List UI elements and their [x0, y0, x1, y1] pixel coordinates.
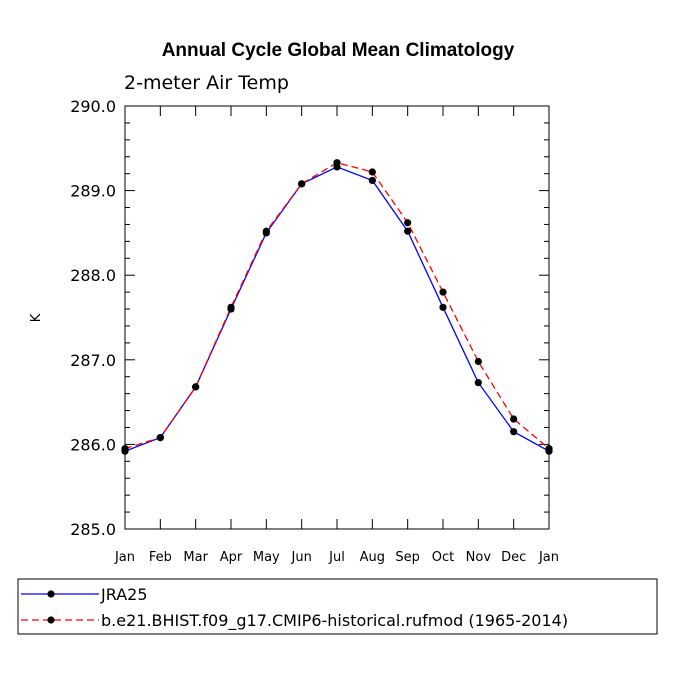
x-tick-label: Jun — [291, 550, 312, 565]
data-point-series-2 — [545, 445, 553, 453]
series-layer — [121, 159, 553, 455]
legend-items: JRA25 b.e21.BHIST.f09_g17.CMIP6-historica… — [21, 585, 568, 631]
y-tick-label: 289.0 — [70, 182, 116, 201]
legend-box — [17, 578, 658, 635]
data-point-series-2 — [227, 303, 235, 311]
chart-subtitle: 2-meter Air Temp — [124, 72, 289, 94]
data-point-series-1 — [510, 428, 518, 436]
y-tick-label: 287.0 — [70, 351, 116, 370]
x-tick-label: Sep — [395, 550, 420, 565]
data-point-series-2 — [510, 415, 518, 423]
legend-label-2: b.e21.BHIST.f09_g17.CMIP6-historical.ruf… — [101, 611, 568, 631]
data-point-series-2 — [121, 445, 129, 453]
data-point-series-2 — [298, 180, 306, 188]
x-tick-label: Jan — [538, 550, 559, 565]
x-tick-label: Dec — [501, 550, 526, 565]
x-tick-label: Apr — [220, 550, 243, 565]
x-tick-label: Jul — [328, 550, 345, 565]
x-tick-label: Aug — [360, 550, 385, 565]
x-tick-label: Jan — [114, 550, 135, 565]
data-point-series-2 — [439, 288, 447, 296]
legend-marker-2 — [47, 616, 55, 624]
x-tick-label: Feb — [149, 550, 172, 565]
legend-label-1: JRA25 — [100, 585, 148, 604]
data-point-series-1 — [368, 176, 376, 185]
y-ticks: 285.0 286.0 287.0 288.0 289.0 290.0 — [70, 97, 549, 539]
series-line-1 — [124, 166, 550, 452]
data-point-series-2 — [368, 168, 376, 176]
data-point-series-2 — [474, 357, 482, 366]
y-tick-label: 290.0 — [70, 97, 116, 116]
series-line-2 — [124, 162, 550, 450]
data-point-series-1 — [404, 227, 412, 235]
data-point-series-2 — [333, 159, 341, 167]
y-tick-label: 288.0 — [70, 266, 116, 285]
y-axis-label: K — [29, 313, 44, 322]
legend-marker-1 — [47, 590, 55, 598]
legend: JRA25 b.e21.BHIST.f09_g17.CMIP6-historica… — [17, 578, 658, 635]
x-ticks: Jan Feb Mar Apr May Jun Jul Aug Sep Oct Nov Dec Jan — [114, 106, 559, 565]
data-point-series-2 — [404, 219, 412, 227]
data-point-series-2 — [192, 383, 200, 391]
data-point-series-1 — [439, 303, 447, 311]
data-point-series-1 — [474, 379, 482, 387]
x-tick-label: Nov — [466, 550, 492, 565]
x-tick-label: Oct — [432, 550, 454, 565]
data-point-series-2 — [262, 227, 270, 235]
y-tick-label: 286.0 — [70, 435, 116, 454]
x-tick-label: May — [253, 550, 280, 565]
x-tick-label: Mar — [183, 550, 208, 565]
data-point-series-2 — [156, 434, 164, 442]
chart-title: Annual Cycle Global Mean Climatology — [162, 40, 515, 61]
y-tick-label: 285.0 — [70, 520, 116, 539]
